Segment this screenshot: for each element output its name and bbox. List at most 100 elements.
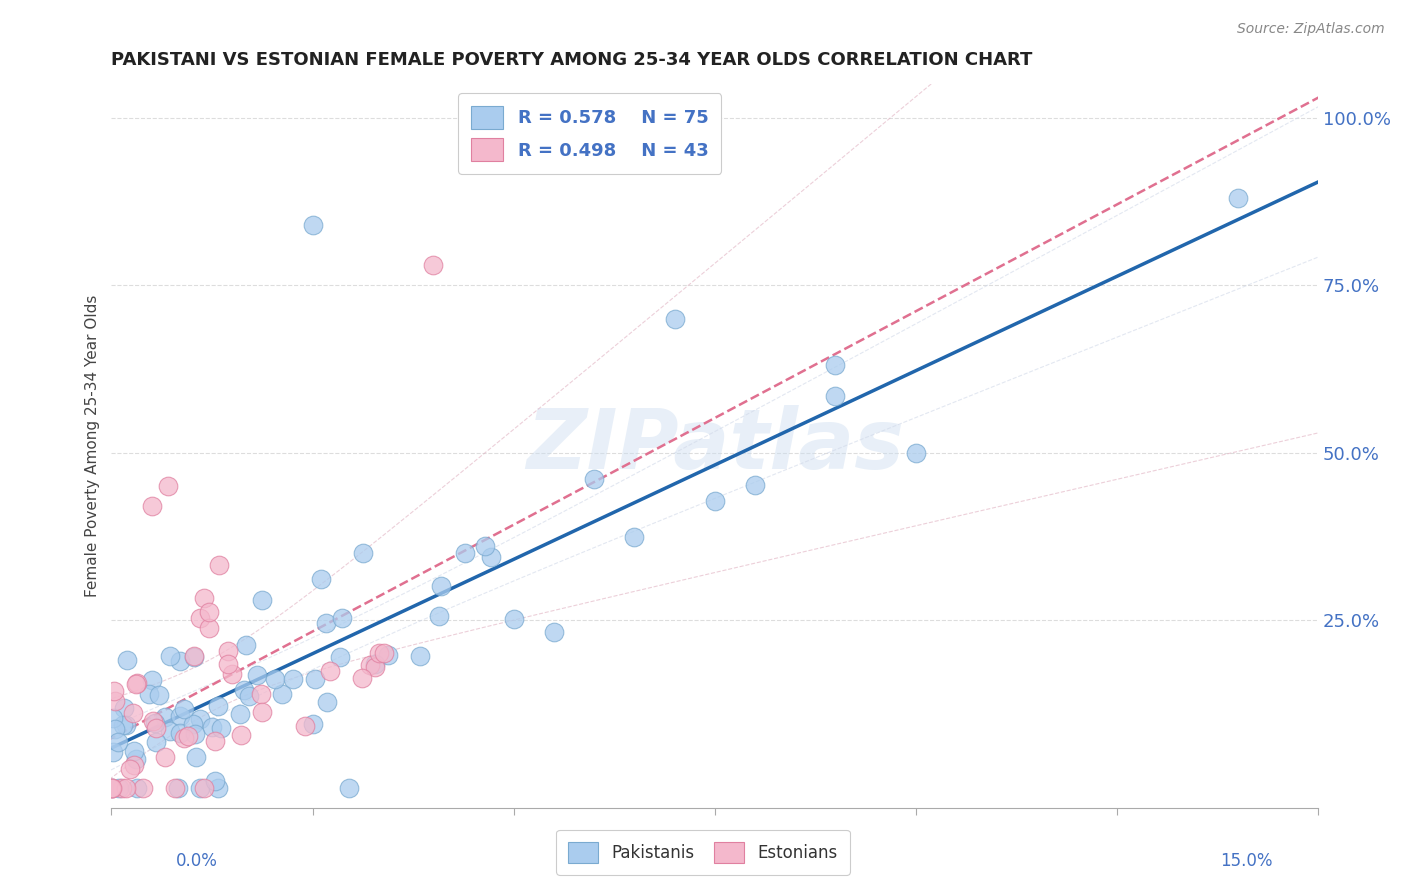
- Point: [229, 728, 252, 742]
- Point: [100, 780, 122, 795]
- Point: [169, 725, 191, 739]
- Point: [377, 648, 399, 663]
- Text: Source: ZipAtlas.com: Source: ZipAtlas.com: [1237, 22, 1385, 37]
- Point: [250, 687, 273, 701]
- Point: [271, 687, 294, 701]
- Point: [141, 673, 163, 687]
- Point: [422, 258, 444, 272]
- Point: [329, 650, 352, 665]
- Y-axis label: Female Poverty Among 25-34 Year Olds: Female Poverty Among 25-34 Year Olds: [86, 294, 100, 597]
- Point: [188, 780, 211, 795]
- Point: [229, 707, 252, 722]
- Point: [474, 539, 496, 553]
- Point: [744, 478, 766, 492]
- Point: [319, 664, 342, 678]
- Point: [107, 735, 129, 749]
- Point: [479, 550, 502, 565]
- Point: [207, 780, 229, 795]
- Point: [184, 750, 207, 764]
- Point: [159, 649, 181, 664]
- Point: [184, 727, 207, 741]
- Point: [141, 499, 163, 513]
- Point: [145, 721, 167, 735]
- Point: [153, 749, 176, 764]
- Text: ZIPatlas: ZIPatlas: [526, 405, 904, 486]
- Point: [364, 659, 387, 673]
- Point: [121, 706, 143, 720]
- Point: [156, 479, 179, 493]
- Point: [101, 780, 124, 795]
- Point: [364, 657, 387, 671]
- Point: [101, 745, 124, 759]
- Text: PAKISTANI VS ESTONIAN FEMALE POVERTY AMONG 25-34 YEAR OLDS CORRELATION CHART: PAKISTANI VS ESTONIAN FEMALE POVERTY AMO…: [111, 51, 1033, 69]
- Text: 0.0%: 0.0%: [176, 852, 218, 870]
- Point: [352, 545, 374, 559]
- Point: [283, 673, 305, 687]
- Point: [315, 615, 337, 630]
- Point: [155, 710, 177, 724]
- Point: [125, 752, 148, 766]
- Point: [111, 780, 134, 795]
- Point: [118, 763, 141, 777]
- Point: [204, 734, 226, 748]
- Point: [664, 311, 686, 326]
- Point: [332, 610, 354, 624]
- Point: [101, 780, 124, 795]
- Point: [502, 612, 524, 626]
- Point: [148, 688, 170, 702]
- Point: [125, 677, 148, 691]
- Point: [143, 715, 166, 730]
- Point: [115, 780, 138, 795]
- Point: [173, 731, 195, 745]
- Point: [359, 657, 381, 672]
- Point: [703, 494, 725, 508]
- Point: [264, 672, 287, 686]
- Point: [103, 683, 125, 698]
- Point: [101, 780, 124, 795]
- Point: [198, 621, 221, 635]
- Point: [409, 649, 432, 664]
- Point: [166, 780, 188, 795]
- Point: [183, 650, 205, 665]
- Point: [173, 701, 195, 715]
- Point: [301, 218, 323, 232]
- Point: [309, 572, 332, 586]
- Point: [623, 530, 645, 544]
- Point: [193, 591, 215, 605]
- Point: [221, 667, 243, 681]
- Point: [904, 445, 927, 459]
- Point: [101, 711, 124, 725]
- Point: [207, 699, 229, 714]
- Point: [122, 744, 145, 758]
- Point: [104, 694, 127, 708]
- Point: [232, 682, 254, 697]
- Point: [235, 638, 257, 652]
- Point: [163, 780, 186, 795]
- Point: [181, 716, 204, 731]
- Point: [188, 712, 211, 726]
- Text: 15.0%: 15.0%: [1220, 852, 1272, 870]
- Point: [339, 780, 361, 795]
- Point: [294, 719, 316, 733]
- Point: [117, 652, 139, 666]
- Point: [824, 359, 846, 373]
- Point: [209, 721, 232, 735]
- Point: [112, 717, 135, 731]
- Point: [169, 709, 191, 723]
- Point: [177, 730, 200, 744]
- Point: [145, 735, 167, 749]
- Point: [315, 694, 337, 708]
- Point: [302, 717, 325, 731]
- Point: [107, 780, 129, 795]
- Point: [427, 609, 450, 624]
- Point: [201, 720, 224, 734]
- Point: [373, 647, 395, 661]
- Point: [115, 717, 138, 731]
- Point: [304, 672, 326, 686]
- Point: [367, 646, 389, 660]
- Point: [250, 592, 273, 607]
- Point: [454, 546, 477, 560]
- Point: [204, 774, 226, 789]
- Point: [125, 780, 148, 795]
- Point: [127, 676, 149, 690]
